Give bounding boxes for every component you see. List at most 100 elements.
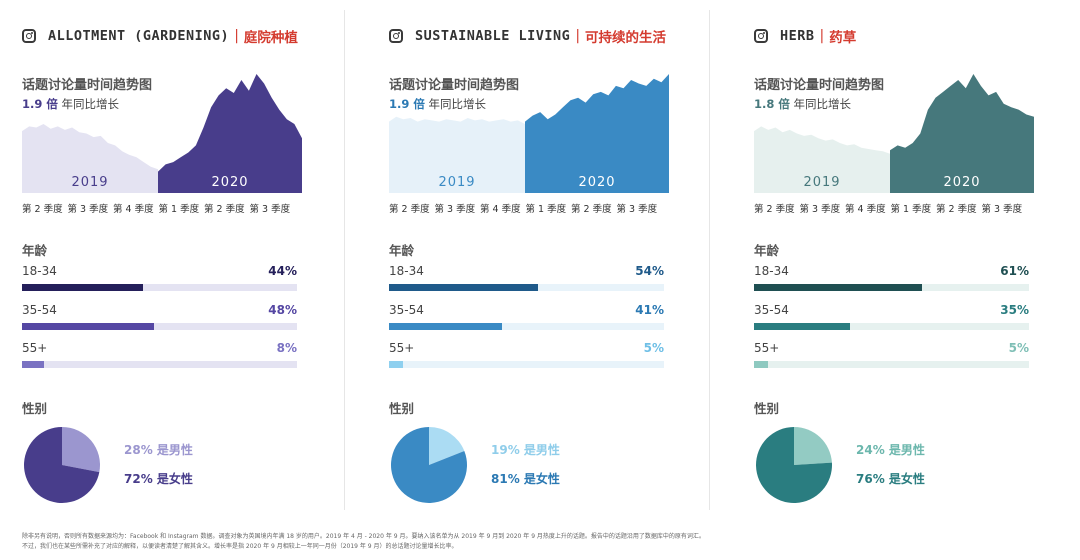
age-bar-track [22, 284, 297, 291]
age-percent: 8% [276, 341, 297, 355]
divider [709, 10, 710, 510]
growth-text: 年同比增长 [793, 97, 852, 111]
age-label: 55+ [22, 341, 48, 355]
gender-pie [24, 427, 101, 503]
pie-slice-female [390, 427, 467, 503]
title-cn: 可持续的生活 [585, 30, 667, 46]
age-bar-fill [389, 361, 403, 368]
instagram-icon [389, 29, 403, 43]
growth-value: 1.9 倍 [389, 97, 425, 111]
year-label: 2019 [71, 175, 108, 190]
quarter-tick-label: 第 2 季度 [389, 204, 430, 215]
male-legend: 28% 是男性 [124, 443, 193, 457]
quarter-tick-label: 第 2 季度 [571, 204, 612, 215]
pie-slice-female [24, 427, 100, 503]
quarter-tick-label: 第 2 季度 [204, 204, 245, 215]
growth-value: 1.9 倍 [22, 97, 58, 111]
female-legend: 76% 是女性 [856, 472, 925, 486]
age-percent: 48% [268, 303, 297, 317]
quarter-tick-label: 第 2 季度 [936, 204, 977, 215]
instagram-icon [22, 29, 36, 43]
trend-subtitle: 话题讨论量时间趋势图 [389, 78, 520, 93]
quarter-tick-label: 第 4 季度 [113, 204, 154, 215]
quarter-tick-label: 第 3 季度 [799, 204, 841, 215]
age-bar-fill [389, 284, 538, 291]
panel-title: SUSTAINABLE LIVING | 可持续的生活 [389, 26, 666, 46]
age-percent: 5% [643, 341, 664, 355]
age-bar-fill [389, 323, 502, 330]
title-cn: 庭院种植 [243, 30, 298, 46]
age-bar-track [754, 323, 1029, 330]
age-bar-track [22, 323, 297, 330]
quarter-tick-label: 第 3 季度 [616, 204, 658, 215]
female-legend: 72% 是女性 [124, 472, 193, 486]
age-label: 55+ [389, 341, 415, 355]
quarter-tick-label: 第 2 季度 [754, 204, 795, 215]
area-series-2019 [22, 124, 158, 193]
age-percent: 61% [1000, 264, 1029, 278]
quarter-tick-label: 第 4 季度 [480, 204, 521, 215]
quarter-tick-label: 第 2 季度 [22, 204, 63, 215]
gender-pie [756, 427, 833, 503]
panel-title: ALLOTMENT (GARDENING) | 庭院种植 [22, 26, 298, 46]
year-label: 2019 [438, 175, 475, 190]
age-bar-track [389, 361, 664, 368]
female-legend: 81% 是女性 [491, 472, 560, 486]
growth-line: 1.9 倍 年同比增长 [389, 96, 486, 112]
age-bar-fill [754, 361, 768, 368]
age-label: 18-34 [22, 264, 57, 278]
age-bar-fill [22, 323, 154, 330]
title-en: SUSTAINABLE LIVING [415, 28, 571, 44]
age-bar-fill [754, 284, 922, 291]
growth-line: 1.8 倍 年同比增长 [754, 96, 851, 112]
footnote-line-2: 不过，我们也在某些所需补充了对应的解释，以便读者清楚了解其含义。增长率是指 20… [22, 543, 458, 550]
age-label: 18-34 [754, 264, 789, 278]
trend-area-chart: 2019 2020 [754, 74, 1034, 193]
male-legend: 19% 是男性 [491, 443, 560, 457]
age-percent: 35% [1000, 303, 1029, 317]
divider [344, 10, 345, 510]
age-label: 55+ [754, 341, 780, 355]
footnote-line-1: 除非另有说明，否则所有数据来源均为：Facebook 和 Instagram 数… [22, 533, 705, 540]
age-percent: 54% [635, 264, 664, 278]
panel-title: HERB | 药草 [754, 26, 856, 46]
area-series-2019 [389, 116, 525, 193]
instagram-icon [754, 29, 768, 43]
age-heading: 年龄 [22, 243, 48, 258]
age-label: 35-54 [754, 303, 789, 317]
area-series-2020 [158, 74, 302, 193]
gender-heading: 性别 [22, 401, 48, 416]
quarter-tick-label: 第 3 季度 [67, 204, 109, 215]
title-en: HERB [780, 28, 815, 44]
quarter-tick-label: 第 4 季度 [845, 204, 886, 215]
title-separator: | [819, 28, 825, 44]
title-en: ALLOTMENT (GARDENING) [48, 28, 230, 44]
trend-subtitle: 话题讨论量时间趋势图 [22, 78, 153, 93]
year-label: 2020 [211, 175, 248, 190]
age-label: 18-34 [389, 264, 424, 278]
age-bar-fill [754, 323, 851, 330]
age-bar-track [389, 323, 664, 330]
pie-slice-female [756, 427, 833, 503]
year-label: 2020 [578, 175, 615, 190]
pie-slice-male [794, 427, 832, 465]
quarter-tick-label: 第 1 季度 [525, 204, 567, 215]
panel-sustainable: SUSTAINABLE LIVING | 可持续的生活 话题讨论量时间趋势图 1… [389, 0, 739, 520]
area-series-2020 [525, 74, 669, 193]
age-bar-track [22, 361, 297, 368]
pie-slice-male [62, 427, 101, 473]
age-bar-track [389, 284, 664, 291]
quarter-tick-label: 第 3 季度 [981, 204, 1023, 215]
quarter-tick-label: 第 1 季度 [890, 204, 932, 215]
growth-value: 1.8 倍 [754, 97, 790, 111]
age-heading: 年龄 [389, 243, 415, 258]
gender-heading: 性别 [389, 401, 415, 416]
age-label: 35-54 [22, 303, 57, 317]
age-bar-track [754, 361, 1029, 368]
area-series-2019 [754, 126, 890, 193]
age-percent: 44% [268, 264, 297, 278]
gender-pie [390, 427, 467, 503]
age-percent: 5% [1008, 341, 1029, 355]
pie-slice-male [429, 427, 465, 465]
trend-area-chart: 2019 2020 [22, 74, 302, 193]
